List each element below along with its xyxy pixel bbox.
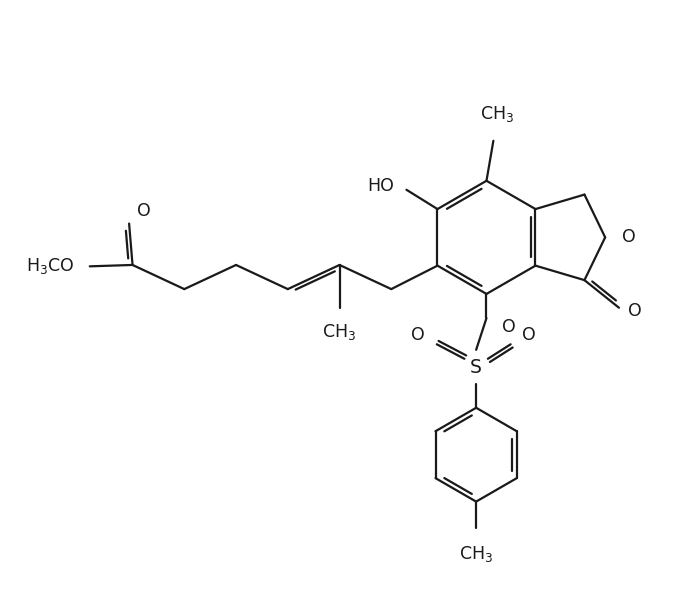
Text: O: O <box>522 326 536 345</box>
Text: CH$_3$: CH$_3$ <box>323 321 357 342</box>
Text: CH$_3$: CH$_3$ <box>459 545 493 564</box>
Text: O: O <box>622 229 636 246</box>
Text: O: O <box>502 318 515 336</box>
Text: HO: HO <box>367 177 394 195</box>
Text: S: S <box>470 358 482 377</box>
Text: O: O <box>628 302 642 320</box>
Text: CH$_3$: CH$_3$ <box>480 104 514 124</box>
Text: O: O <box>137 202 151 220</box>
Text: H$_3$CO: H$_3$CO <box>26 256 74 276</box>
Text: O: O <box>411 326 425 345</box>
